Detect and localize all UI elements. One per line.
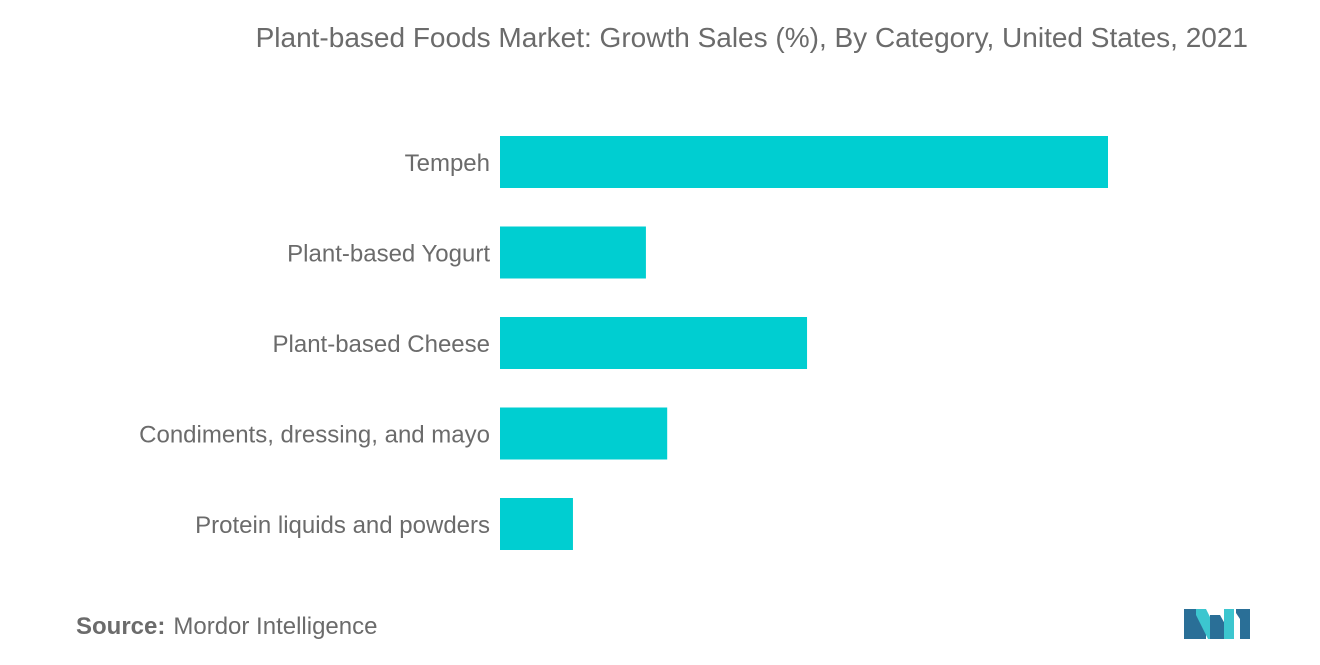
category-labels-group: Tempeh Plant-based Yogurt Plant-based Chee… bbox=[139, 150, 490, 539]
category-label-1: Plant-based Yogurt bbox=[287, 241, 490, 268]
bar-0 bbox=[500, 136, 1108, 188]
bar-4 bbox=[500, 498, 573, 550]
bar-2 bbox=[500, 317, 808, 369]
bar-chart: Tempeh Plant-based Yogurt Plant-based Chee… bbox=[139, 136, 1108, 550]
bars-group bbox=[500, 136, 1108, 550]
category-label-0: Tempeh bbox=[405, 150, 490, 177]
source-text: Mordor Intelligence bbox=[173, 613, 378, 640]
source-label: Source: bbox=[76, 613, 166, 640]
bar-1 bbox=[500, 226, 646, 279]
source-note: Source: Mordor Intelligence bbox=[76, 613, 377, 641]
bar-3 bbox=[500, 407, 668, 460]
category-label-2: Plant-based Cheese bbox=[273, 331, 490, 358]
mordor-intelligence-logo-icon bbox=[1184, 609, 1250, 639]
category-label-3: Condiments, dressing, and mayo bbox=[139, 422, 490, 449]
chart-title: Plant-based Foods Market: Growth Sales (… bbox=[255, 22, 1248, 53]
category-label-4: Protein liquids and powders bbox=[195, 512, 490, 539]
